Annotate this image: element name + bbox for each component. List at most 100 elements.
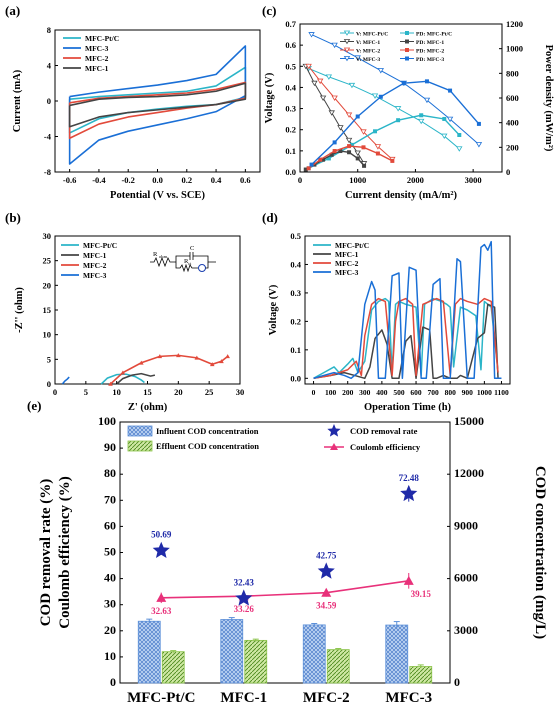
y-tick-label: 200	[506, 142, 519, 152]
x-tick-label: 100	[325, 388, 337, 397]
plot-frame	[304, 235, 511, 385]
power-line	[311, 80, 480, 166]
removal-label: 50.69	[151, 530, 172, 540]
x-tick-label: 600	[410, 388, 422, 397]
power-point	[309, 162, 314, 167]
y-axis-label: Current (mA)	[12, 69, 23, 132]
legend-label: MFC-2	[85, 54, 109, 63]
power-point	[332, 140, 337, 145]
ce-label: 34.59	[316, 601, 337, 611]
legend-label: PD: MFC-2	[416, 49, 444, 55]
y-tick-label: 0.1	[285, 146, 296, 156]
power-line	[308, 145, 393, 169]
nyquist-point	[139, 360, 144, 365]
y-tick-label: 0.5	[290, 231, 301, 241]
y-tick-label: 0.3	[290, 288, 301, 298]
ce-label: 39.15	[411, 589, 432, 599]
y-tick-label: 40	[104, 571, 116, 585]
voltage-point	[337, 125, 344, 131]
voltage-trace	[313, 297, 499, 380]
y-tick-label: 1000	[506, 44, 523, 54]
y-tick-label: 800	[506, 68, 519, 78]
power-point	[378, 94, 383, 99]
voltage-point	[345, 137, 353, 144]
circuit-label: ohm	[159, 254, 168, 259]
capacitor-branch	[175, 252, 216, 263]
legend-label: MFC-1	[85, 64, 109, 73]
nyquist-line	[109, 354, 229, 385]
legend-label: MFC-1	[83, 251, 107, 260]
x-tick-label: 900	[462, 388, 474, 397]
power-point	[329, 152, 334, 157]
power-point	[332, 149, 337, 154]
x-axis-label: Operation Time (h)	[364, 402, 452, 413]
legend-marker	[405, 56, 409, 61]
voltage-point	[316, 78, 324, 85]
panel-label: (b)	[5, 210, 21, 225]
y-tick-label: 20	[104, 623, 116, 637]
removal-point	[400, 484, 418, 502]
legend-label: MFC-Pt/C	[335, 241, 369, 250]
removal-point	[235, 589, 253, 606]
power-point	[457, 133, 462, 137]
y-tick-label: 0	[47, 96, 51, 106]
power-point	[355, 114, 360, 119]
legend-label: MFC-3	[335, 268, 359, 277]
y-tick-label: 0.4	[290, 259, 301, 269]
legend-marker	[405, 31, 409, 35]
x-tick-label: 800	[445, 388, 457, 397]
y-tick-label: 100	[98, 414, 116, 428]
voltage-point	[311, 80, 318, 87]
y-tick-label: 0	[454, 675, 460, 689]
cod-bar	[409, 666, 433, 684]
removal-point	[317, 562, 335, 579]
nyquist-point	[225, 354, 230, 359]
y-tick-label: 1200	[506, 19, 523, 29]
power-point	[419, 113, 424, 118]
legend-label: MFC-2	[83, 261, 107, 270]
x-tick-label: 0.4	[211, 175, 222, 185]
legend-marker	[343, 56, 351, 62]
circuit-label: R	[184, 258, 189, 265]
voltage-point	[456, 146, 463, 152]
panel-label: (c)	[262, 3, 276, 18]
circuit-label: C	[190, 245, 194, 252]
voltage-point	[325, 74, 333, 80]
y-tick-label: 60	[104, 518, 116, 532]
y-tick-label: 90	[104, 440, 116, 454]
y-tick-label: 0.7	[285, 19, 296, 29]
y-axis-label: -Z'' (ohm)	[14, 287, 25, 333]
removal-label: 32.43	[234, 577, 255, 587]
y-axis-label: Voltage (V)	[268, 284, 279, 335]
y-tick-label: 400	[506, 118, 519, 128]
legend-marker	[405, 48, 409, 52]
power-point	[373, 129, 378, 134]
y-tick-label: 0.6	[285, 40, 296, 50]
y-tick-label: 0	[110, 675, 116, 689]
power-point	[347, 150, 352, 155]
voltage-point	[371, 93, 379, 99]
y-tick-label: 25	[43, 256, 52, 266]
power-point	[361, 145, 366, 150]
voltage-point	[348, 82, 356, 89]
ce-line	[161, 580, 409, 599]
y-tick-label: 600	[506, 93, 519, 103]
voltage-point	[374, 144, 382, 150]
x-axis-label: Z' (ohm)	[128, 402, 168, 413]
resistor-ct	[175, 262, 198, 273]
power-point	[318, 157, 323, 162]
x-tick-label: 1000	[349, 175, 366, 185]
voltage-point	[328, 110, 335, 116]
ce-point	[321, 587, 332, 597]
x-tick-label: 20	[174, 387, 183, 397]
legend-label: MFC-3	[83, 271, 107, 280]
nyquist-line	[100, 373, 145, 385]
voltage-point	[360, 129, 367, 135]
voltage-point	[345, 112, 353, 118]
x-tick-label: 1000	[477, 388, 492, 397]
cod-bar	[244, 639, 268, 684]
ce-point	[403, 575, 414, 585]
y-tick-label: 0.4	[285, 82, 296, 92]
y-tick-label: 0.5	[285, 61, 296, 71]
